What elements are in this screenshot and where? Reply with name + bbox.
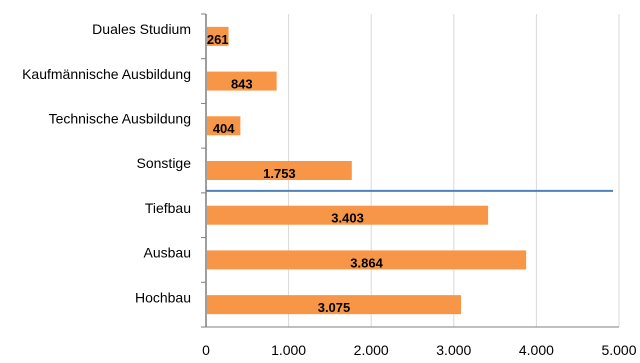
category-label: Technische Ausbildung: [49, 110, 191, 126]
axes: [201, 13, 619, 328]
category-label: Ausbau: [144, 245, 191, 261]
data-label: 1.753: [263, 166, 296, 181]
category-label: Duales Studium: [92, 21, 191, 37]
bar: [207, 295, 461, 315]
data-label: 404: [213, 121, 235, 136]
category-label: Sonstige: [137, 155, 192, 171]
bar: [207, 26, 229, 46]
data-label: 3.864: [350, 255, 383, 270]
category-label: Kaufmännische Ausbildung: [22, 66, 191, 82]
x-tick-label: 3.000: [436, 342, 471, 358]
bar: [207, 250, 527, 270]
category-label: Hochbau: [135, 289, 191, 305]
data-label: 261: [207, 32, 229, 47]
bar: [207, 161, 352, 180]
bar: [207, 116, 241, 136]
category-label: Tiefbau: [145, 200, 191, 216]
bar: [207, 71, 277, 91]
bars: [207, 26, 527, 315]
x-tick-label: 5.000: [601, 342, 636, 358]
x-tick-label: 1.000: [271, 342, 306, 358]
bar: [207, 205, 489, 225]
data-label: 843: [231, 77, 253, 92]
x-tick-label: 0: [202, 342, 210, 358]
x-tick-label: 2.000: [354, 342, 389, 358]
x-tick-label: 4.000: [519, 342, 554, 358]
data-label: 3.403: [331, 211, 364, 226]
labels: 0 1.000 2.000 3.000 4.000 5.000 Duales Studium…: [22, 21, 637, 358]
gridlines: [288, 14, 620, 327]
data-label: 3.075: [318, 300, 351, 315]
